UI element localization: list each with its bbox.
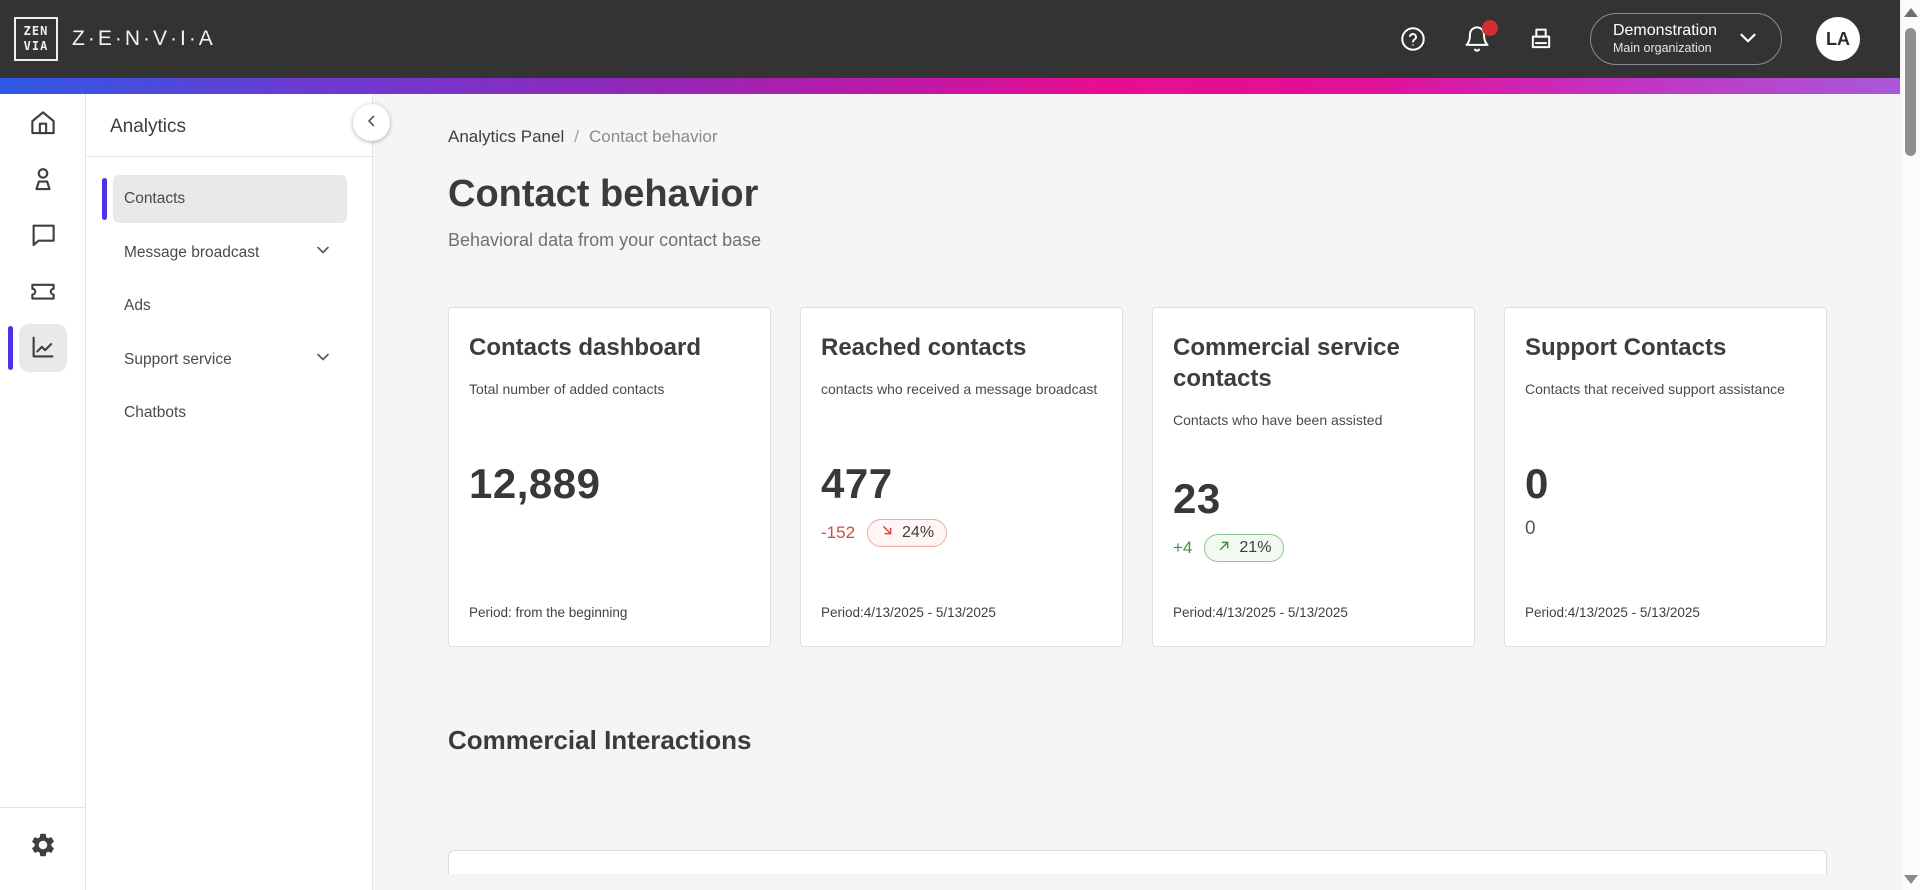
analytics-sidebar: Analytics Contacts Message broadcast Ads…	[86, 94, 390, 890]
card-value: 477	[821, 459, 893, 507]
card-contacts-dashboard: Contacts dashboard Total number of added…	[448, 307, 771, 647]
card-value: 12,889	[469, 459, 601, 507]
card-description: Contacts who have been assisted	[1173, 412, 1383, 429]
user-avatar[interactable]: LA	[1816, 17, 1860, 61]
trend-badge: 24%	[867, 518, 948, 547]
printer-icon	[1527, 25, 1555, 53]
sidebar-item-message-broadcast[interactable]: Message broadcast	[102, 225, 347, 280]
scrollbar-up-arrow[interactable]	[1904, 8, 1918, 17]
breadcrumb: Analytics Panel / Contact behavior	[448, 127, 1827, 147]
rail-item-home[interactable]	[19, 100, 67, 148]
rail-item-analytics[interactable]	[7, 324, 67, 372]
card-title: Commercial service contacts	[1173, 334, 1400, 393]
sidebar-collapse-button[interactable]	[353, 104, 390, 141]
sidebar-item-label: Chatbots	[124, 404, 187, 421]
card-value: 23	[1173, 475, 1221, 523]
breadcrumb-link-analytics-panel[interactable]: Analytics Panel	[448, 127, 565, 146]
card-description: Contacts that received support assistanc…	[1525, 381, 1785, 398]
chat-bubble-icon	[28, 220, 58, 253]
notification-badge	[1481, 20, 1498, 36]
organization-name: Demonstration	[1612, 22, 1717, 40]
kpi-cards-row: Contacts dashboard Total number of added…	[448, 307, 1827, 647]
card-description: Total number of added contacts	[469, 381, 665, 398]
page-subtitle: Behavioral data from your contact base	[448, 230, 762, 250]
chevron-down-icon	[313, 347, 333, 372]
rail-item-conversations[interactable]	[19, 212, 67, 260]
scrollbar-down-arrow[interactable]	[1904, 875, 1918, 884]
chevron-down-icon	[313, 240, 333, 265]
page-scrollbar[interactable]	[1900, 0, 1920, 890]
divider	[86, 156, 372, 157]
delta-value: -152	[821, 522, 856, 542]
card-period: Period:4/13/2025 - 5/13/2025	[1173, 605, 1348, 620]
logo-text-bottom: VIA	[23, 38, 49, 53]
rail-item-settings[interactable]	[19, 822, 67, 870]
trend-percentage: 24%	[902, 523, 935, 541]
commercial-interactions-card	[448, 850, 1827, 874]
gear-icon	[29, 831, 57, 862]
zenvia-logo-icon: ZEN VIA	[14, 17, 58, 61]
card-reached-contacts: Reached contacts contacts who received a…	[800, 307, 1123, 647]
card-value: 0	[1525, 459, 1549, 507]
sidebar-item-label: Ads	[124, 297, 151, 314]
sidebar-item-chatbots[interactable]: Chatbots	[102, 389, 347, 437]
breadcrumb-current: Contact behavior	[588, 127, 718, 146]
card-support-contacts: Support Contacts Contacts that received …	[1504, 307, 1827, 647]
active-indicator-bar	[7, 326, 13, 370]
arrow-down-right-icon	[880, 523, 895, 543]
arrow-up-right-icon	[1217, 538, 1232, 558]
sidebar-item-ads[interactable]: Ads	[102, 282, 347, 330]
card-period: Period: from the beginning	[469, 605, 628, 620]
active-indicator-bar	[102, 178, 107, 220]
card-delta-row: -152 24%	[821, 518, 1102, 548]
sidebar-menu: Contacts Message broadcast Ads Support s…	[86, 157, 372, 437]
print-button[interactable]	[1526, 24, 1556, 54]
icon-rail	[0, 94, 86, 890]
brand-gradient-bar	[0, 78, 1900, 94]
bell-icon	[1463, 25, 1491, 53]
person-icon	[28, 164, 58, 197]
page-title: Contact behavior	[448, 173, 759, 215]
top-bar: ZEN VIA Z·E·N·V·I·A	[0, 0, 1900, 78]
chevron-down-icon	[1735, 25, 1761, 54]
brand-name: Z·E·N·V·I·A	[72, 27, 216, 50]
delta-value: +4	[1173, 538, 1193, 558]
logo-text-top: ZEN	[23, 24, 49, 39]
card-title: Reached contacts	[821, 334, 1027, 361]
rail-item-contacts[interactable]	[19, 156, 67, 204]
home-icon	[28, 108, 58, 141]
ticket-icon	[28, 276, 58, 309]
main-content: Analytics Panel / Contact behavior Conta…	[373, 94, 1900, 890]
rail-item-tickets[interactable]	[19, 268, 67, 316]
card-period: Period:4/13/2025 - 5/13/2025	[821, 605, 996, 620]
sidebar-item-label: Support service	[124, 350, 232, 368]
card-secondary-value: 0	[1525, 517, 1536, 539]
card-title: Support Contacts	[1525, 334, 1727, 361]
card-period: Period:4/13/2025 - 5/13/2025	[1525, 605, 1700, 620]
scrollbar-thumb[interactable]	[1905, 28, 1916, 156]
card-commercial-service-contacts: Commercial service contacts Contacts who…	[1152, 307, 1475, 647]
help-button[interactable]	[1398, 24, 1428, 54]
card-description: contacts who received a message broadcas…	[821, 381, 1098, 398]
card-delta-row: +4 21%	[1173, 533, 1454, 563]
sidebar-title: Analytics	[110, 116, 187, 137]
help-icon	[1399, 25, 1427, 53]
chevron-left-icon	[363, 112, 381, 133]
sidebar-item-contacts[interactable]: Contacts	[102, 175, 347, 223]
organization-subtitle: Main organization	[1612, 41, 1712, 56]
sidebar-item-label: Contacts	[124, 190, 186, 207]
organization-switcher[interactable]: Demonstration Main organization	[1589, 13, 1782, 65]
card-delta-row	[469, 518, 750, 548]
notifications-button[interactable]	[1462, 20, 1498, 54]
brand-logo[interactable]: ZEN VIA Z·E·N·V·I·A	[14, 17, 216, 61]
sidebar-item-label: Message broadcast	[124, 243, 260, 261]
card-title: Contacts dashboard	[469, 334, 702, 361]
line-chart-icon	[28, 332, 58, 365]
sidebar-item-support-service[interactable]: Support service	[102, 332, 347, 387]
trend-percentage: 21%	[1239, 539, 1272, 557]
trend-badge: 21%	[1204, 534, 1285, 563]
breadcrumb-separator: /	[574, 127, 579, 146]
section-title-commercial-interactions: Commercial Interactions	[448, 725, 752, 755]
